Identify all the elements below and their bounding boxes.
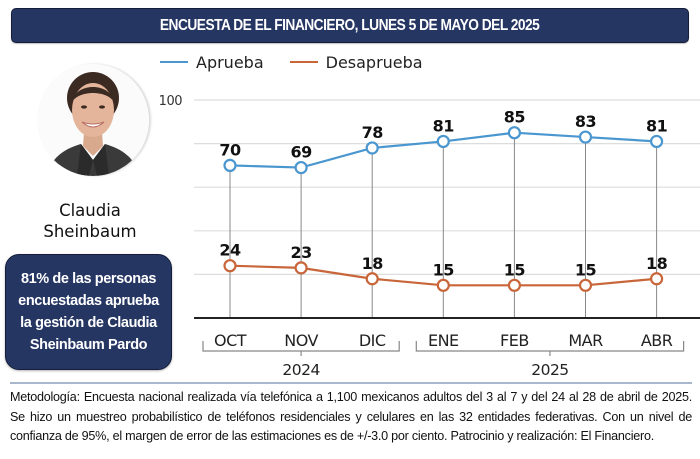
legend-item-aprueba: Aprueba: [160, 53, 264, 72]
data-point-desaprueba: [507, 278, 522, 292]
portrait-icon: [37, 64, 149, 176]
chart-legend: Aprueba Desaprueba: [160, 50, 449, 74]
callout-line: la gestión de Claudia: [20, 315, 157, 331]
data-label-aprueba: 83: [575, 112, 596, 131]
footer-divider: [10, 382, 692, 384]
header-banner: ENCUESTA DE EL FINANCIERO, LUNES 5 DE MA…: [11, 8, 689, 43]
data-label-aprueba: 85: [504, 108, 526, 127]
data-point-desaprueba: [649, 272, 664, 286]
callout-line: encuestadas aprueba: [18, 293, 159, 309]
callout-line: 81% de las personas: [20, 271, 157, 287]
x-tick-label: NOV: [284, 331, 318, 350]
data-label-aprueba: 70: [219, 140, 241, 159]
data-label-desaprueba: 24: [219, 241, 241, 260]
data-label-aprueba: 81: [646, 116, 668, 135]
data-point-desaprueba: [223, 259, 237, 273]
data-point-aprueba: [294, 160, 308, 175]
data-point-aprueba: [649, 134, 664, 149]
data-point-aprueba: [365, 141, 379, 155]
legend-item-desaprueba: Desaprueba: [289, 52, 423, 72]
header-title: ENCUESTA DE EL FINANCIERO, LUNES 5 DE MA…: [160, 16, 540, 34]
legend-swatch-aprueba: [160, 61, 188, 63]
data-label-desaprueba: 15: [504, 260, 526, 279]
callout-line: Sheinbaum Pardo: [29, 337, 148, 353]
year-bracket: [415, 341, 685, 356]
data-label-desaprueba: 23: [290, 243, 311, 262]
callout-text: 81% de las personas encuestadas aprueba …: [18, 268, 159, 356]
person-last-name: Sheinbaum: [43, 222, 137, 241]
data-point-desaprueba: [365, 272, 379, 286]
data-label-aprueba: 69: [290, 143, 312, 162]
x-tick-label: OCT: [214, 331, 247, 350]
person-first-name: Claudia: [59, 201, 121, 220]
x-tick-label: ABR: [641, 331, 673, 350]
data-point-aprueba: [507, 126, 522, 140]
data-label-desaprueba: 15: [433, 260, 455, 279]
data-label-desaprueba: 18: [646, 254, 668, 273]
y-tick-label: 100: [159, 94, 183, 109]
year-bracket: [202, 341, 400, 356]
legend-label-desaprueba: Desaprueba: [325, 52, 423, 72]
data-point-desaprueba: [436, 278, 450, 292]
x-tick-label: MAR: [568, 331, 603, 350]
portrait-photo: [37, 64, 149, 176]
person-name: Claudia Sheinbaum: [20, 200, 160, 242]
data-label-desaprueba: 15: [575, 260, 597, 279]
x-tick-label: FEB: [500, 331, 529, 350]
data-label-aprueba: 78: [362, 123, 384, 142]
data-point-desaprueba: [294, 261, 308, 275]
approval-callout: 81% de las personas encuestadas aprueba …: [5, 254, 172, 370]
data-point-aprueba: [223, 158, 237, 172]
data-label-desaprueba: 18: [362, 254, 384, 273]
data-point-aprueba: [578, 130, 593, 144]
data-label-aprueba: 81: [433, 116, 455, 135]
x-tick-label: ENE: [428, 331, 459, 350]
methodology-note: Metodología: Encuesta nacional realizada…: [10, 390, 692, 443]
x-tick-label: DIC: [359, 331, 386, 350]
data-point-aprueba: [436, 134, 450, 149]
year-label: 2024: [282, 361, 319, 379]
data-point-desaprueba: [578, 278, 593, 292]
legend-label-aprueba: Aprueba: [196, 52, 264, 72]
legend-swatch-desaprueba: [289, 61, 318, 63]
year-label: 2025: [531, 361, 568, 379]
